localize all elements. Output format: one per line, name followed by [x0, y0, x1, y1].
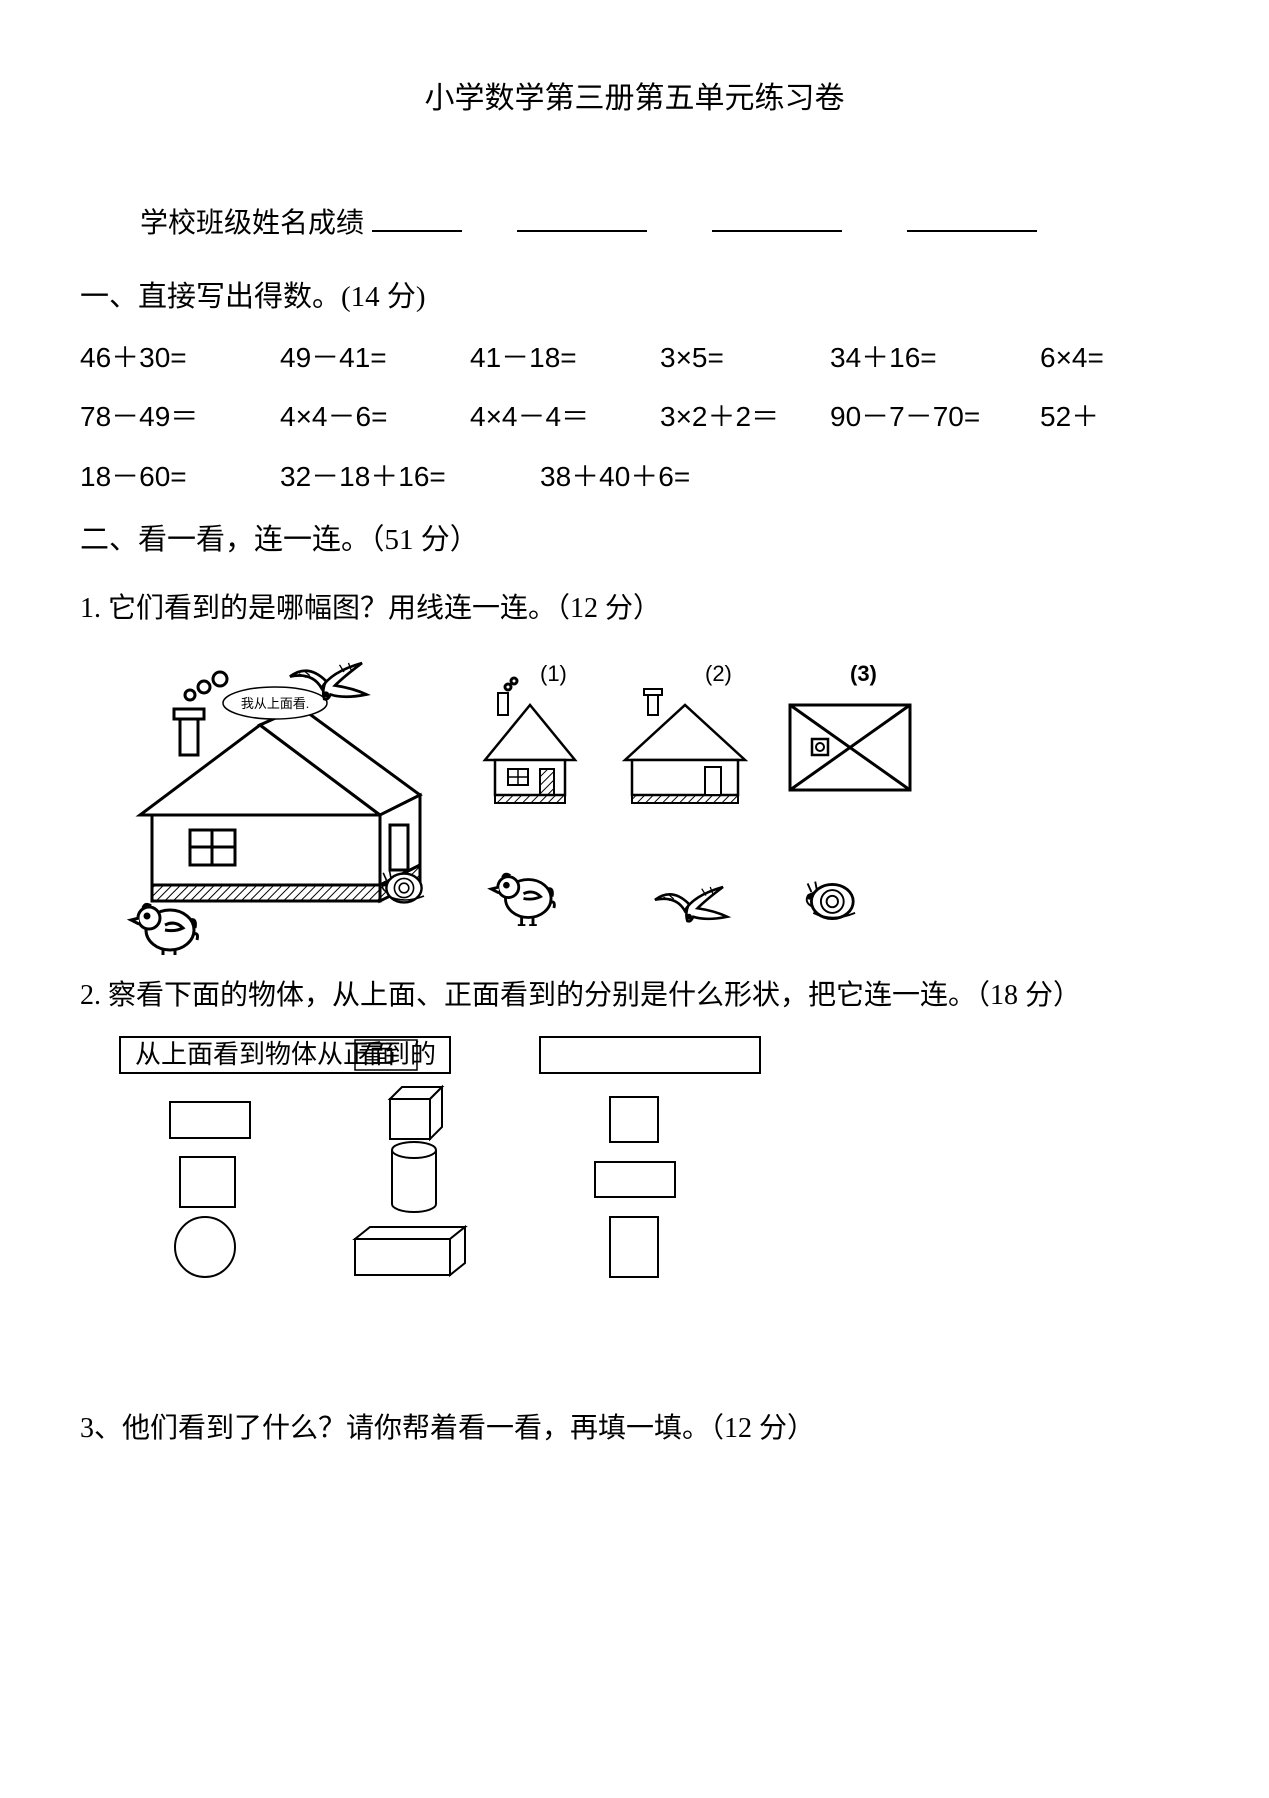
eq: 38＋40＋6= — [540, 450, 740, 503]
svg-text:我从上面看.: 我从上面看. — [241, 696, 309, 711]
info-line: 学校班级姓名成绩 — [140, 197, 1189, 250]
svg-text:(3): (3) — [850, 661, 877, 686]
eq: 49－41= — [280, 331, 470, 384]
svg-text:看到的: 看到的 — [358, 1040, 436, 1069]
eq-row-3: 18－60= 32－18＋16= 38＋40＋6= — [80, 450, 1189, 503]
question-1: 1. 它们看到的是哪幅图？用线连一连。（12 分） — [80, 582, 1189, 635]
page-title: 小学数学第三册第五单元练习卷 — [80, 70, 1189, 127]
question-2: 2. 察看下面的物体，从上面、正面看到的分别是什么形状，把它连一连。（18 分） — [80, 969, 1189, 1022]
eq: 90－7－70= — [830, 390, 1040, 443]
figure-2: 从上面看到物体从正面 看到的 — [100, 1032, 1189, 1282]
eq: 78－49＝ — [80, 390, 280, 443]
eq-row-1: 46＋30= 49－41= 41－18= 3×5= 34＋16= 6×4= — [80, 331, 1189, 384]
info-label: 学校班级姓名成绩 — [140, 208, 364, 239]
svg-text:(2): (2) — [705, 661, 732, 686]
eq: 4×4－6= — [280, 390, 470, 443]
eq: 3×2＋2＝ — [660, 390, 830, 443]
eq: 6×4= — [1040, 331, 1160, 384]
svg-text:从上面看到物体从正面: 从上面看到物体从正面 — [135, 1040, 395, 1069]
eq: 18－60= — [80, 450, 280, 503]
section1-heading: 一、直接写出得数。(14 分) — [80, 270, 1189, 325]
svg-text:(1): (1) — [540, 661, 567, 686]
eq-row-2: 78－49＝ 4×4－6= 4×4－4＝ 3×2＋2＝ 90－7－70= 52＋ — [80, 390, 1189, 443]
section2-heading: 二、看一看，连一连。（51 分） — [80, 513, 1189, 568]
figure-1: 我从上面看. — [100, 645, 1189, 955]
eq: 52＋ — [1040, 390, 1160, 443]
eq: 4×4－4＝ — [470, 390, 660, 443]
eq: 41－18= — [470, 331, 660, 384]
eq: 3×5= — [660, 331, 830, 384]
eq: 34＋16= — [830, 331, 1040, 384]
eq: 46＋30= — [80, 331, 280, 384]
eq: 32－18＋16= — [280, 450, 540, 503]
question-3: 3、他们看到了什么？请你帮着看一看，再填一填。（12 分） — [80, 1402, 1189, 1455]
